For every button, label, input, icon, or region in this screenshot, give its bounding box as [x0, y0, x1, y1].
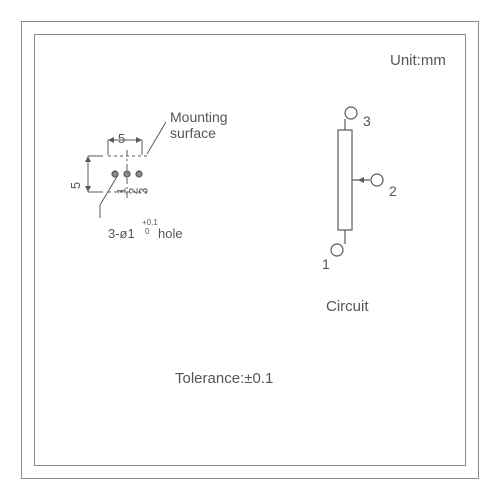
circuit-caption: Circuit	[326, 298, 369, 315]
unit-label: Unit:mm	[390, 52, 446, 69]
mounting-label-line2: surface	[170, 125, 216, 141]
geometry-layer	[0, 0, 500, 500]
mounting-label-line1: Mounting	[170, 109, 228, 125]
hole-spec-suffix: hole	[158, 226, 183, 241]
dim-vertical-value: 5	[68, 182, 83, 189]
dim-horizontal-value: 5	[118, 131, 125, 146]
circuit-pin1-label: 1	[322, 256, 330, 272]
hole-tol-lower: 0	[145, 227, 149, 236]
hole-tol-upper: +0.1	[142, 218, 158, 227]
tolerance-label: Tolerance:±0.1	[175, 370, 273, 387]
pin-3-label: 3	[136, 188, 150, 195]
circuit-pin2-label: 2	[389, 183, 397, 199]
circuit-pin3-label: 3	[363, 113, 371, 129]
hole-spec-label: 3-ø1	[108, 226, 135, 241]
